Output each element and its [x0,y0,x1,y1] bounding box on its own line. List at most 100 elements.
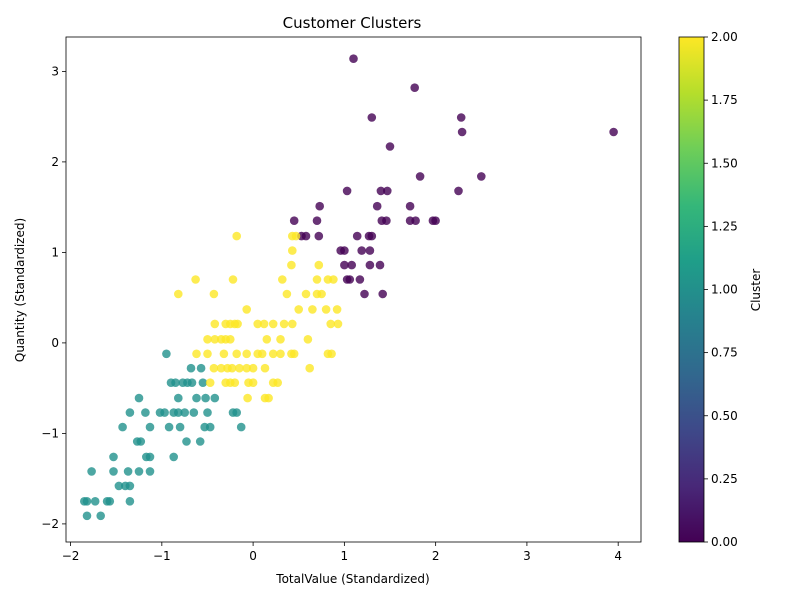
data-point-cluster-0 [415,172,425,181]
x-tick-label: −1 [153,549,171,563]
data-point-cluster-1 [87,467,96,476]
data-point-cluster-2 [203,335,212,344]
data-point-cluster-2 [303,335,313,344]
data-point-cluster-0 [345,275,355,284]
data-point-cluster-2 [321,305,331,314]
data-point-cluster-1 [145,452,155,462]
data-point-cluster-0 [347,260,357,270]
data-point-cluster-0 [360,289,369,299]
data-point-cluster-1 [187,378,197,388]
data-point-cluster-2 [312,275,322,284]
data-point-cluster-1 [174,408,183,417]
data-point-cluster-2 [232,349,241,359]
data-point-cluster-0 [365,246,375,255]
data-point-cluster-2 [294,305,304,314]
data-point-cluster-2 [242,349,251,359]
colorbar-tick-label: 1.00 [711,283,738,297]
data-point-cluster-1 [192,393,201,403]
data-point-cluster-2 [243,393,252,403]
data-point-cluster-0 [378,289,388,299]
data-point-cluster-2 [227,363,237,373]
x-tick-label: −2 [62,549,80,563]
y-tick-label: 0 [51,336,59,350]
data-point-cluster-1 [196,363,206,373]
data-point-cluster-0 [365,260,375,270]
x-tick-label: 1 [341,549,349,563]
data-point-cluster-1 [90,497,100,506]
data-point-cluster-0 [340,260,349,270]
data-point-cluster-0 [431,216,440,225]
data-point-cluster-2 [317,289,326,299]
data-point-cluster-2 [216,363,226,373]
data-point-cluster-1 [145,422,155,432]
colorbar-gradient [678,36,705,543]
data-point-cluster-0 [314,231,324,241]
data-point-cluster-0 [357,246,367,255]
data-point-cluster-1 [180,408,189,417]
x-axis: −2 −1 0 1 2 3 4 [62,542,622,563]
data-point-cluster-1 [105,497,115,506]
data-point-cluster-0 [340,246,349,255]
data-point-cluster-1 [118,422,127,432]
x-tick-label: 3 [523,549,531,563]
data-point-cluster-1 [186,363,196,373]
data-point-cluster-0 [289,216,299,225]
colorbar-tick-label: 2.00 [711,30,738,44]
data-point-cluster-2 [288,246,297,255]
data-point-cluster-0 [405,201,415,211]
data-point-cluster-0 [352,231,362,241]
data-point-cluster-1 [195,437,205,446]
data-point-cluster-2 [257,349,267,359]
data-point-cluster-1 [96,511,105,521]
data-point-cluster-2 [248,378,258,388]
data-point-cluster-2 [259,319,269,329]
data-point-cluster-1 [210,393,220,403]
data-point-cluster-2 [301,289,311,299]
data-point-cluster-2 [209,363,219,373]
x-tick-label: 4 [614,549,622,563]
data-point-cluster-1 [162,349,171,359]
data-point-cluster-2 [276,349,285,359]
colorbar-tick-label: 0.50 [711,409,738,423]
data-point-cluster-1 [136,437,146,446]
data-point-cluster-0 [372,201,382,211]
data-point-cluster-1 [203,408,212,417]
data-point-cluster-0 [410,83,420,92]
data-point-cluster-2 [287,260,296,270]
data-point-cluster-1 [82,497,92,506]
data-point-cluster-1 [134,393,144,403]
data-point-cluster-2 [333,319,343,329]
data-point-cluster-0 [367,231,377,241]
data-point-cluster-1 [236,422,246,432]
data-point-cluster-1 [164,422,174,432]
data-point-cluster-2 [262,335,272,344]
points-layer [80,54,618,521]
data-point-cluster-1 [114,481,124,491]
data-point-cluster-1 [145,467,155,476]
y-tick-label: 2 [51,155,59,169]
data-point-cluster-2 [210,335,220,344]
data-point-cluster-2 [326,319,336,329]
data-point-cluster-2 [268,349,278,359]
colorbar-tick-label: 0.00 [711,535,738,549]
colorbar-label: Cluster [749,269,763,312]
data-point-cluster-0 [301,231,311,241]
data-point-cluster-1 [141,408,150,417]
data-point-cluster-2 [191,275,200,284]
data-point-cluster-1 [169,452,178,462]
data-point-cluster-0 [454,186,463,196]
colorbar-tick-label: 0.75 [711,346,738,360]
data-point-cluster-1 [232,408,241,417]
data-point-cluster-0 [456,113,466,122]
data-point-cluster-2 [314,260,324,270]
data-point-cluster-1 [189,408,199,417]
data-point-cluster-2 [327,349,336,359]
data-point-cluster-2 [228,275,238,284]
data-point-cluster-2 [264,393,273,403]
data-point-cluster-2 [230,378,240,388]
data-point-cluster-2 [289,349,299,359]
data-point-cluster-0 [375,260,385,270]
data-point-cluster-1 [198,378,208,388]
data-point-cluster-0 [349,54,358,63]
data-point-cluster-0 [609,127,618,137]
